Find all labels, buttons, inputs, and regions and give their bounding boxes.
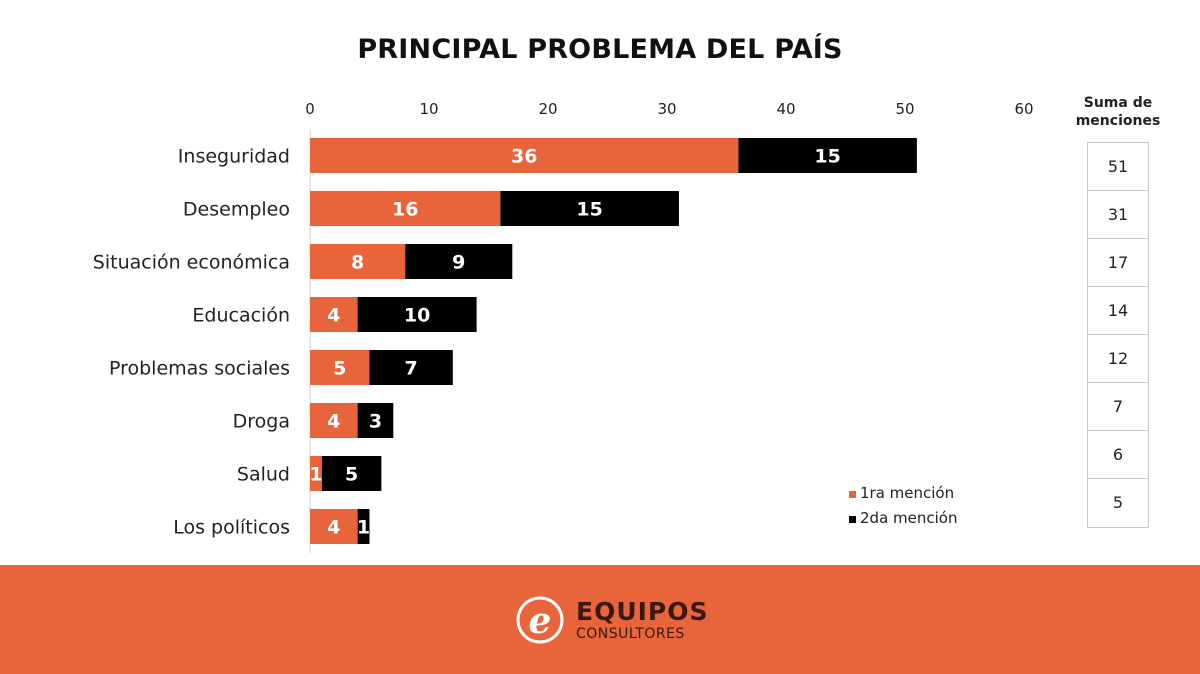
data-label: 5 [345,464,358,486]
bar-first-mention [310,456,322,491]
category-label: Droga [233,411,290,433]
data-label: 9 [452,252,465,274]
sum-table-cell: 51 [1088,143,1148,191]
category-labels: Inseguridad Desempleo Situación económica E… [93,146,290,539]
sum-table-cell: 14 [1088,287,1148,335]
legend: 1ra mención 2da mención [849,484,957,527]
data-label: 4 [327,517,340,539]
category-label: Desempleo [183,199,290,221]
legend-label: 2da mención [860,509,957,527]
bar-first-mention [310,297,358,332]
logo-icon: e [516,596,564,644]
footer-band: e EQUIPOS CONSULTORES [0,565,1200,674]
bar-second-mention [357,509,370,544]
x-tick-label: 60 [1014,100,1033,118]
sum-table-cell: 6 [1088,431,1148,479]
bar-second-mention [321,456,382,491]
x-tick-label: 10 [419,100,438,118]
sum-table-cell: 5 [1112,493,1124,512]
data-label: 36 [511,146,537,168]
bar-second-mention [738,138,917,173]
legend-swatch [849,491,856,498]
x-tick-label: 40 [776,100,795,118]
sum-table-cell: 31 [1088,191,1148,239]
bar-first-mention [310,244,406,279]
bar-first-mention [310,509,358,544]
x-tick-label: 30 [657,100,676,118]
bar-second-mention [405,244,513,279]
logo-text: EQUIPOS CONSULTORES [576,599,709,643]
bar-first-mention [310,350,370,385]
data-label: 3 [369,411,382,433]
data-label: 5 [333,358,346,380]
sum-table-cell: 12 [1088,335,1148,383]
bar-second-mention [357,297,477,332]
legend-swatch [849,516,856,523]
data-label: 16 [392,199,418,221]
chart-title: PRINCIPAL PROBLEMA DEL PAÍS [357,34,843,65]
x-tick-label: 20 [538,100,557,118]
legend-label: 1ra mención [860,484,954,502]
data-label: 15 [576,199,602,221]
category-label: Educación [192,305,290,327]
bar-first-mention [310,191,501,226]
data-label: 10 [404,305,430,327]
brand-subtitle: CONSULTORES [576,626,685,642]
svg-text:e: e [529,600,552,642]
bar-first-mention [310,403,358,438]
data-label: 4 [327,305,340,327]
data-label: 1 [357,517,370,539]
category-label: Inseguridad [178,146,290,168]
category-label: Los políticos [173,517,290,539]
bar-first-mention [310,138,739,173]
sum-table-cell: 7 [1088,383,1148,431]
sum-table: 51 31 17 14 12 7 6 5 [1087,142,1149,528]
data-label: 15 [814,146,840,168]
sum-table-cell: 17 [1088,239,1148,287]
brand-name: EQUIPOS [576,597,709,626]
bar-second-mention [357,403,394,438]
category-label: Salud [237,464,290,486]
sum-table-header: Suma de menciones [1075,95,1161,129]
category-label: Situación económica [93,252,290,274]
data-label: 4 [327,411,340,433]
data-label: 7 [405,358,418,380]
data-label: 8 [351,252,364,274]
bar-second-mention [500,191,679,226]
data-label: 1 [309,464,322,486]
x-axis-ticks: 0 10 20 30 40 50 60 [305,100,1033,118]
x-tick-label: 50 [895,100,914,118]
x-tick-label: 0 [305,100,315,118]
category-label: Problemas sociales [109,358,290,380]
bar-second-mention [369,350,453,385]
